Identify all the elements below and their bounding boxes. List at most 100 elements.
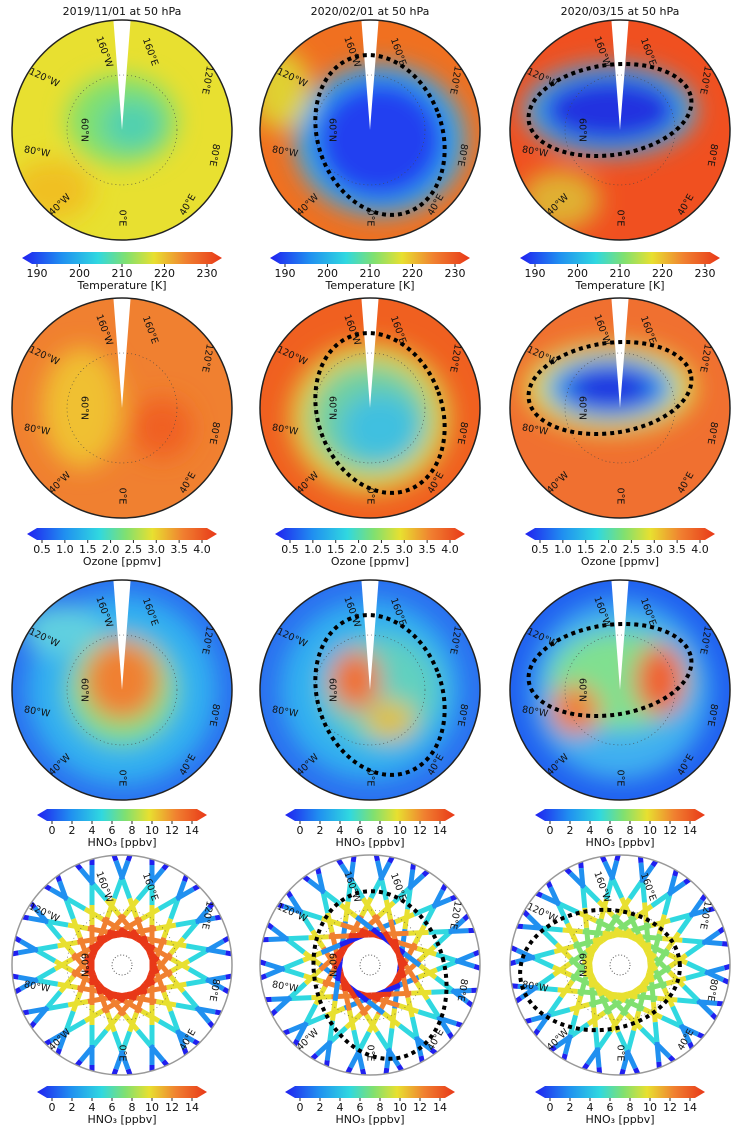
swath — [206, 949, 226, 952]
map-label: 60°N — [577, 678, 588, 702]
swath — [226, 953, 246, 956]
colorbar-tick-label: 1.0 — [554, 543, 572, 556]
swath — [594, 1008, 596, 1028]
colorbar-body — [535, 809, 705, 821]
colorbar-tick-label: 230 — [197, 267, 218, 280]
swath — [503, 925, 523, 927]
swath — [0, 974, 18, 977]
colorbar-tick-label: 0 — [297, 824, 304, 837]
swath — [136, 998, 156, 1001]
swath — [583, 932, 603, 934]
swath — [645, 903, 647, 923]
field-blob — [102, 100, 162, 150]
swath — [325, 1060, 328, 1080]
swath — [289, 938, 309, 939]
colorbar-label: Temperature [K] — [575, 279, 665, 292]
polar-map: 160°W160°E120°W120°E80°W80°E40°W40°E0°E6… — [250, 15, 480, 240]
colorbar-tick-label: 0 — [547, 1101, 554, 1114]
colorbar-tick-label: 4.0 — [193, 543, 211, 556]
colorbar-tick-label: 0 — [49, 824, 56, 837]
colorbar-tick-label: 2 — [567, 1101, 574, 1114]
swath — [186, 981, 206, 984]
swath — [469, 930, 489, 931]
colorbar-tick-label: 2 — [567, 824, 574, 837]
colorbar: 02468101214HNO₃ [ppbv] — [37, 809, 207, 849]
map-field — [260, 575, 480, 800]
colorbar-label: HNO₃ [ppbv] — [585, 1113, 654, 1126]
swath — [646, 922, 648, 942]
field-blob — [635, 645, 685, 715]
colorbar-tick-label: 1.0 — [56, 543, 74, 556]
colorbar-tick-label: 0 — [297, 1101, 304, 1114]
map-field — [12, 293, 232, 518]
map-label: 60°N — [327, 118, 338, 142]
map-label: 60°N — [327, 953, 338, 977]
swath — [471, 990, 491, 991]
map-label: 60°N — [577, 396, 588, 420]
polar-map: 160°W160°E120°W120°E80°W80°E40°W40°E0°E6… — [12, 575, 232, 800]
swath — [0, 953, 18, 956]
colorbar-body — [37, 809, 207, 821]
map-label: 0°E — [615, 770, 626, 787]
swath — [349, 935, 369, 936]
swath — [18, 949, 38, 952]
colorbar-tick-label: 0 — [49, 1101, 56, 1114]
colorbar-tick-label: 14 — [683, 824, 697, 837]
polar-map: 160°W160°E120°W120°E80°W80°E40°W40°E0°E6… — [510, 293, 730, 518]
map-field — [510, 15, 730, 240]
swath — [9, 915, 29, 918]
swath — [156, 925, 176, 928]
colorbar-body — [270, 252, 470, 264]
figure: 2019/11/01 at 50 hPa 2020/02/01 at 50 hPa… — [0, 0, 736, 1138]
swath — [251, 999, 271, 1000]
colorbar-tick-label: 14 — [683, 1101, 697, 1114]
field-blob — [132, 398, 192, 458]
swath — [413, 850, 416, 870]
column-title: 2019/11/01 at 50 hPa — [63, 5, 182, 18]
column-title: 2020/03/15 at 50 hPa — [561, 5, 680, 18]
swath — [77, 939, 97, 942]
map-field — [510, 575, 730, 800]
map-label: 0°E — [365, 210, 376, 227]
swath — [682, 940, 702, 942]
colorbar-tick-label: 230 — [445, 267, 466, 280]
swath — [329, 936, 349, 937]
swath — [409, 932, 429, 933]
swath — [68, 925, 88, 928]
colorbar: 190200210220230Temperature [K] — [520, 252, 720, 292]
swath — [186, 946, 206, 949]
swath — [523, 927, 543, 929]
polar-map: 160°W160°E120°W120°E80°W80°E40°W40°E0°E6… — [12, 15, 232, 240]
column-title: 2020/02/01 at 50 hPa — [311, 5, 430, 18]
colorbar-label: Temperature [K] — [77, 279, 167, 292]
swath — [269, 939, 289, 940]
swath — [498, 985, 518, 987]
colorbar-body — [22, 252, 222, 264]
swath — [648, 942, 650, 962]
swath — [215, 1012, 235, 1015]
polar-map: 160°W160°E120°W120°E80°W80°E40°W40°E0°E6… — [12, 293, 232, 518]
pole-hole — [112, 955, 132, 975]
swath — [655, 1022, 657, 1042]
swath — [563, 930, 583, 932]
colorbar-body — [520, 252, 720, 264]
swath — [332, 1001, 335, 1021]
map-field — [12, 15, 232, 240]
swath — [127, 991, 147, 994]
swath — [597, 1047, 599, 1067]
map-label: 60°N — [327, 678, 338, 702]
swath — [9, 1012, 29, 1015]
swath — [652, 982, 654, 1002]
map-label: 60°N — [79, 118, 90, 142]
pole-hole — [360, 955, 380, 975]
swath — [389, 1028, 392, 1048]
map-label: 60°N — [327, 396, 338, 420]
field-blob — [340, 393, 420, 463]
colorbar-tick-label: 1.0 — [304, 543, 322, 556]
swath — [543, 928, 563, 930]
colorbar-tick-label: 12 — [663, 1101, 677, 1114]
field-blob — [540, 75, 680, 145]
swath — [590, 968, 592, 988]
